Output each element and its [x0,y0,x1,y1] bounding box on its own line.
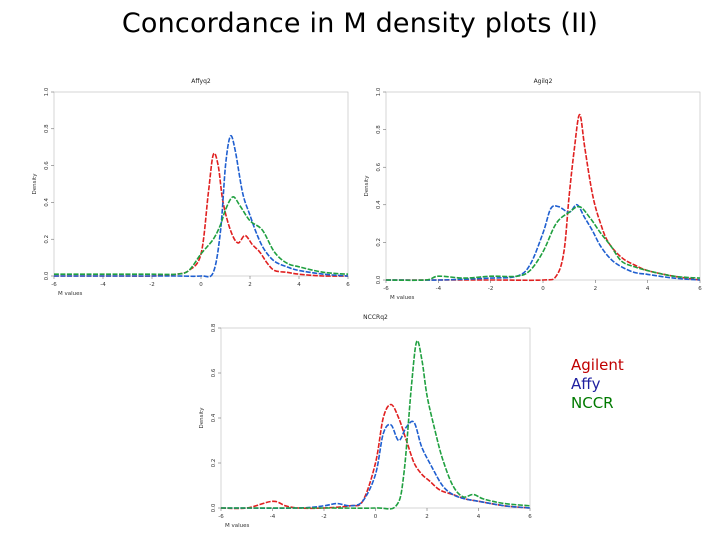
density-plot-nccr-svg: NCCRq2 -6 -4 -2 0 2 4 6 M values 0.0 0.2 0.4 0.6 0.8 D… [199,314,532,529]
y-tick-label: 0.0 [44,271,50,280]
y-tick-label: 0.2 [376,238,382,247]
y-tick-label: 0.8 [211,323,217,332]
series-line-nccr [385,205,701,282]
series-line-nccr [220,339,531,510]
y-tick-label: 0.6 [211,368,217,377]
density-plot-agilent-svg: Agilq2 -6 -4 -2 0 2 4 6 M values 0.0 0.2 0.4 0.6 0.8 1… [364,78,702,301]
x-tick-label: -4 [100,282,106,288]
slide-title: Concordance in M density plots (II) [121,8,599,39]
plot-frame [53,91,349,277]
plot-title: NCCRq2 [363,314,388,321]
x-tick-label: 0 [199,282,203,288]
density-plot-affy: Affyq2 -6 -4 -2 0 2 4 6 M values 0.0 0.2 0.4 0.6 0.8 1… [28,74,358,306]
x-tick-label: 4 [297,282,301,288]
y-axis-label: Density [32,173,38,195]
x-tick-label: -4 [436,286,442,292]
x-axis-label: M values [390,295,415,301]
y-tick-label: 0.2 [211,459,217,468]
x-tick-label: 2 [248,282,252,288]
y-tick-label: 1.0 [376,87,382,96]
x-tick-label: 0 [541,286,545,292]
x-tick-label: 2 [425,514,429,520]
legend-item-affy: Affy [571,375,601,393]
series-line-nccr [54,196,349,276]
plot-frame [220,327,531,509]
y-tick-label: 0.4 [44,198,50,207]
density-plot-affy-svg: Affyq2 -6 -4 -2 0 2 4 6 M values 0.0 0.2 0.4 0.6 0.8 1… [32,78,350,297]
legend-item-agilent: Agilent [571,356,624,374]
x-tick-label: 2 [594,286,598,292]
series-line-affy [220,420,531,509]
x-axis-label: M values [225,523,250,529]
series-line-affy [385,203,701,281]
series-line-affy [53,134,349,278]
y-tick-label: 0.6 [376,162,382,171]
y-tick-label: 0.8 [376,125,382,134]
y-tick-label: 0.8 [44,124,50,133]
x-tick-label: -2 [149,282,154,288]
y-tick-label: 0.0 [211,503,217,512]
y-tick-label: 0.4 [376,200,382,209]
series-line-agilent [386,113,701,282]
y-tick-label: 0.6 [44,161,50,170]
y-axis-label: Density [199,407,205,429]
plot-title: Agilq2 [534,78,553,85]
series-line-agilent [220,403,531,510]
x-tick-label: -4 [270,514,276,520]
x-tick-label: -2 [488,286,493,292]
x-axis-label: M values [58,291,83,297]
x-tick-label: 0 [374,514,378,520]
legend-item-nccr: NCCR [571,394,614,412]
x-tick-label: 6 [346,282,350,288]
x-tick-label: -2 [321,514,326,520]
y-axis-label: Density [364,175,370,197]
x-tick-label: -6 [218,514,224,520]
series-line-agilent [53,152,349,277]
legend: Agilent Affy NCCR [571,356,624,413]
x-tick-label: 6 [698,286,702,292]
x-tick-label: -6 [383,286,389,292]
y-tick-label: 0.4 [211,413,217,422]
y-tick-label: 1.0 [44,87,50,96]
x-tick-label: 6 [528,514,532,520]
density-plot-nccr: NCCRq2 -6 -4 -2 0 2 4 6 M values 0.0 0.2 0.4 0.6 0.8 D… [195,310,540,538]
y-tick-label: 0.0 [376,275,382,284]
y-tick-label: 0.2 [44,235,50,244]
x-tick-label: -6 [51,282,57,288]
x-tick-label: 4 [477,514,481,520]
x-tick-label: 4 [646,286,650,292]
plot-title: Affyq2 [191,78,211,85]
density-plot-agilent: Agilq2 -6 -4 -2 0 2 4 6 M values 0.0 0.2 0.4 0.6 0.8 1… [360,74,710,310]
